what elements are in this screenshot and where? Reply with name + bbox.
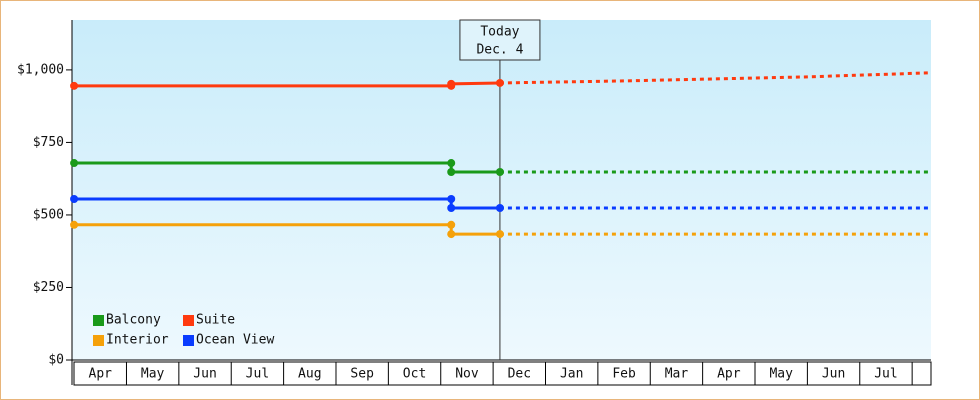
price-point bbox=[495, 78, 504, 87]
price-point bbox=[447, 220, 456, 229]
legend-label: Interior bbox=[106, 333, 169, 348]
x-label-strip bbox=[73, 361, 932, 386]
legend-label: Balcony bbox=[106, 313, 161, 328]
legend-swatch bbox=[183, 315, 194, 326]
today-box bbox=[459, 19, 541, 61]
legend-label: Suite bbox=[196, 313, 235, 328]
x-tick-label: Jul bbox=[874, 367, 897, 382]
y-tick-label: $250 bbox=[33, 280, 64, 295]
price-point bbox=[447, 79, 456, 88]
today-label: Today bbox=[480, 25, 519, 40]
price-point bbox=[447, 159, 456, 168]
price-line bbox=[74, 223, 500, 236]
price-point bbox=[70, 220, 79, 229]
x-tick-label: May bbox=[141, 367, 165, 382]
price-point bbox=[447, 194, 456, 203]
legend-swatch bbox=[93, 315, 104, 326]
price-point bbox=[70, 159, 79, 168]
price-point bbox=[70, 81, 79, 90]
x-tick-label: Feb bbox=[612, 367, 636, 382]
y-tick-label: $0 bbox=[48, 353, 64, 368]
price-point bbox=[70, 194, 79, 203]
price-line bbox=[74, 161, 500, 174]
y-tick-label: $1,000 bbox=[17, 62, 64, 77]
price-point bbox=[495, 168, 504, 177]
price-point bbox=[447, 168, 456, 177]
price-line bbox=[74, 197, 500, 210]
price-point bbox=[447, 203, 456, 212]
x-tick-label: May bbox=[769, 367, 793, 382]
x-tick-label: Oct bbox=[403, 367, 426, 382]
x-tick-label: Jul bbox=[246, 367, 269, 382]
forecast-line bbox=[499, 71, 932, 85]
price-point bbox=[447, 230, 456, 239]
legend-swatch bbox=[93, 335, 104, 346]
x-tick-label: Nov bbox=[455, 367, 479, 382]
price-point bbox=[495, 203, 504, 212]
x-tick-label: Aug bbox=[298, 367, 321, 382]
y-tick-label: $500 bbox=[33, 207, 64, 222]
legend-label: Ocean View bbox=[196, 333, 274, 348]
x-tick-label: Jan bbox=[560, 367, 583, 382]
x-tick-label: Sep bbox=[350, 367, 374, 382]
x-tick-label: Jun bbox=[822, 367, 845, 382]
x-tick-label: Dec bbox=[508, 367, 531, 382]
x-tick-label: Jun bbox=[193, 367, 216, 382]
price-point bbox=[495, 230, 504, 239]
plot-area bbox=[72, 20, 931, 360]
x-tick-label: Mar bbox=[665, 367, 689, 382]
today-label: Dec. 4 bbox=[476, 43, 523, 58]
legend-swatch bbox=[183, 335, 194, 346]
x-tick-label: Apr bbox=[717, 367, 741, 382]
y-tick-label: $750 bbox=[33, 135, 64, 150]
x-tick-label: Apr bbox=[89, 367, 113, 382]
